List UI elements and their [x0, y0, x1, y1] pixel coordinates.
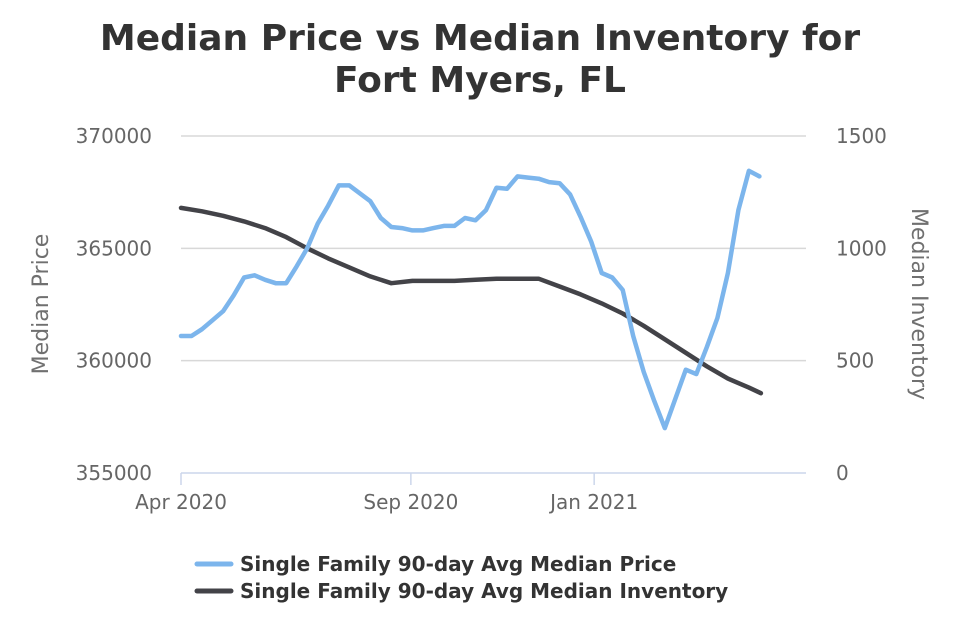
- legend-item-inventory[interactable]: Single Family 90-day Avg Median Inventor…: [194, 579, 728, 603]
- legend: Single Family 90-day Avg Median Price Si…: [194, 552, 728, 603]
- chart-title-line2: Fort Myers, FL: [334, 60, 626, 101]
- series-line-price[interactable]: [178, 168, 762, 431]
- series-layer: [178, 168, 764, 431]
- y-left-tick-label: 365000: [76, 236, 152, 260]
- y-left-tick-labels: 355000 360000 365000 370000: [76, 124, 152, 485]
- x-tick-label: Sep 2020: [363, 490, 458, 514]
- y-right-tick-labels: 0 500 1000 1500: [836, 124, 887, 485]
- series-line-inventory[interactable]: [178, 205, 764, 396]
- y-left-tick-label: 360000: [76, 349, 152, 373]
- y-right-tick-label: 500: [836, 349, 874, 373]
- y-right-tick-label: 1000: [836, 236, 887, 260]
- x-tick-label: Apr 2020: [135, 490, 227, 514]
- y-left-tick-label: 370000: [76, 124, 152, 148]
- y-right-tick-label: 1500: [836, 124, 887, 148]
- legend-label-price: Single Family 90-day Avg Median Price: [240, 552, 676, 576]
- x-axis: Apr 2020 Sep 2020 Jan 2021: [135, 472, 806, 514]
- x-tick-label: Jan 2021: [548, 490, 638, 514]
- y-left-axis-title: Median Price: [29, 234, 54, 375]
- chart-title-line1: Median Price vs Median Inventory for: [100, 18, 860, 59]
- legend-item-price[interactable]: Single Family 90-day Avg Median Price: [194, 552, 676, 576]
- y-right-axis-title: Median Inventory: [906, 208, 931, 400]
- y-right-tick-label: 0: [836, 461, 849, 485]
- y-left-tick-label: 355000: [76, 461, 152, 485]
- legend-label-inventory: Single Family 90-day Avg Median Inventor…: [240, 579, 728, 603]
